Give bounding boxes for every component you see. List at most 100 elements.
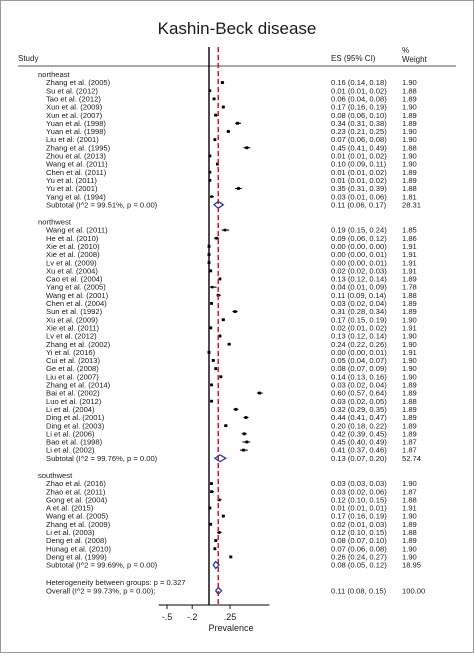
subtotal-label: Subtotal (I^2 = 99.76%, p = 0.00) xyxy=(46,454,158,463)
es-ci-value: 0.01 (0.01, 0.02) xyxy=(331,86,387,95)
point-estimate xyxy=(229,555,233,559)
es-ci-value: 0.02 (0.01, 0.03) xyxy=(331,520,387,529)
study-label: Zhou et al. (2013) xyxy=(46,152,106,161)
weight-value: 1.90 xyxy=(402,544,417,553)
point-estimate xyxy=(223,228,227,232)
es-ci-value: 0.07 (0.06, 0.08) xyxy=(331,135,387,144)
point-estimate xyxy=(237,187,240,190)
point-estimate xyxy=(242,448,245,452)
point-estimate xyxy=(217,498,221,502)
weight-value: 1.89 xyxy=(402,413,417,422)
study-label: Xun et al. (2007) xyxy=(46,111,103,120)
es-ci-value: 0.60 (0.57, 0.64) xyxy=(331,389,387,398)
es-ci-value: 0.10 (0.09, 0.11) xyxy=(331,160,387,169)
study-label: Lv et al. (2009) xyxy=(46,258,97,267)
study-label: Ding et al. (2001) xyxy=(46,413,105,422)
weight-value: 1.87 xyxy=(402,446,417,455)
study-label: Xu et al. (2009) xyxy=(46,315,98,324)
point-estimate xyxy=(227,342,231,346)
es-ci-value: 0.41 (0.37, 0.46) xyxy=(331,446,387,455)
study-label: He et al. (2010) xyxy=(46,234,99,243)
es-ci-value: 0.00 (0.00, 0.01) xyxy=(331,250,387,259)
study-label: Zhang et al. (2002) xyxy=(46,340,111,349)
weight-value: 1.91 xyxy=(402,348,417,357)
study-label: Wang et al. (2011) xyxy=(46,226,108,235)
weight-value: 1.91 xyxy=(402,250,417,259)
es-ci-value: 0.26 (0.24, 0.27) xyxy=(331,552,387,561)
weight-value: 1.89 xyxy=(402,307,417,316)
study-label: Hunag et al. (2010) xyxy=(46,544,111,553)
point-estimate xyxy=(219,375,223,379)
es-ci-value: 0.03 (0.02, 0.04) xyxy=(331,299,387,308)
point-estimate xyxy=(224,424,228,428)
study-label: Zhang et al. (2009) xyxy=(46,520,111,529)
point-estimate xyxy=(242,432,246,436)
es-ci-value: 0.17 (0.16, 0.19) xyxy=(331,103,387,112)
weight-value: 1.90 xyxy=(402,152,417,161)
study-label: Sun et al. (1992) xyxy=(46,307,103,316)
header-study: Study xyxy=(18,54,38,63)
study-label: Zhang et al. (2014) xyxy=(46,381,111,390)
study-label: Yang et al. (2005) xyxy=(46,283,106,292)
weight-value: 1.85 xyxy=(402,226,417,235)
study-label: A et al. (2015) xyxy=(46,504,94,513)
overall-weight: 100.00 xyxy=(402,586,425,595)
study-label: Zhao et al. (2011) xyxy=(46,487,106,496)
subtotal-label: Subtotal (I^2 = 99.51%, p = 0.00) xyxy=(46,200,158,209)
point-estimate xyxy=(213,547,217,551)
weight-value: 1.90 xyxy=(402,356,417,365)
study-label: Zhang et al. (2005) xyxy=(46,78,111,87)
point-estimate xyxy=(234,407,238,411)
weight-value: 1.90 xyxy=(402,160,417,169)
weight-value: 1.90 xyxy=(402,372,417,381)
study-label: Deng et al. (2008) xyxy=(46,536,107,545)
weight-value: 1.90 xyxy=(402,479,417,488)
weight-value: 1.89 xyxy=(402,176,417,185)
study-label: Liu et al. (2007) xyxy=(46,372,99,381)
header-weight: Weight xyxy=(402,55,428,64)
group-label: northeast xyxy=(38,70,71,79)
point-estimate xyxy=(221,318,225,322)
study-label: Yu et al. (2001) xyxy=(46,184,98,193)
weight-value: 1.89 xyxy=(402,168,417,177)
point-estimate xyxy=(213,138,217,142)
es-ci-value: 0.02 (0.01, 0.02) xyxy=(331,323,387,332)
weight-value: 1.87 xyxy=(402,487,417,496)
weight-value: 1.88 xyxy=(402,397,417,406)
heterogeneity-label: Heterogeneity between groups: p = 0.327 xyxy=(46,578,186,587)
study-label: Li et al. (2002) xyxy=(46,446,95,455)
study-label: Luo et al. (2012) xyxy=(46,397,102,406)
subtotal-weight: 28.31 xyxy=(402,200,421,209)
study-label: Zhao et al. (2016) xyxy=(46,479,106,488)
study-label: Ge et al. (2008) xyxy=(46,364,99,373)
es-ci-value: 0.00 (0.00, 0.01) xyxy=(331,258,387,267)
study-label: Bao et al. (1998) xyxy=(46,438,103,447)
study-label: Xie et al. (2010) xyxy=(46,242,100,251)
subtotal-diamond xyxy=(213,200,225,210)
weight-value: 1.90 xyxy=(402,512,417,521)
es-ci-value: 0.04 (0.01, 0.09) xyxy=(331,283,387,292)
weight-value: 1.88 xyxy=(402,86,417,95)
x-tick-label: .25 xyxy=(224,612,237,622)
es-ci-value: 0.31 (0.28, 0.34) xyxy=(331,307,387,316)
es-ci-value: 0.09 (0.06, 0.12) xyxy=(331,234,387,243)
x-tick-label: -.5 xyxy=(162,612,173,622)
es-ci-value: 0.13 (0.12, 0.14) xyxy=(331,275,387,284)
weight-value: 1.90 xyxy=(402,315,417,324)
overall-es-ci: 0.11 (0.08, 0.15) xyxy=(331,586,387,595)
overall-diamond xyxy=(214,586,223,596)
es-ci-value: 0.44 (0.41, 0.47) xyxy=(331,413,387,422)
point-estimate xyxy=(214,367,218,371)
weight-value: 1.90 xyxy=(402,332,417,341)
es-ci-value: 0.00 (0.00, 0.00) xyxy=(331,242,387,251)
point-estimate xyxy=(211,285,214,289)
weight-value: 1.89 xyxy=(402,389,417,398)
es-ci-value: 0.08 (0.07, 0.10) xyxy=(331,536,387,545)
es-ci-value: 0.45 (0.41, 0.49) xyxy=(331,143,387,152)
es-ci-value: 0.00 (0.00, 0.01) xyxy=(331,348,387,357)
weight-value: 1.90 xyxy=(402,127,417,136)
point-estimate xyxy=(211,359,215,362)
es-ci-value: 0.12 (0.10, 0.15) xyxy=(331,495,387,504)
